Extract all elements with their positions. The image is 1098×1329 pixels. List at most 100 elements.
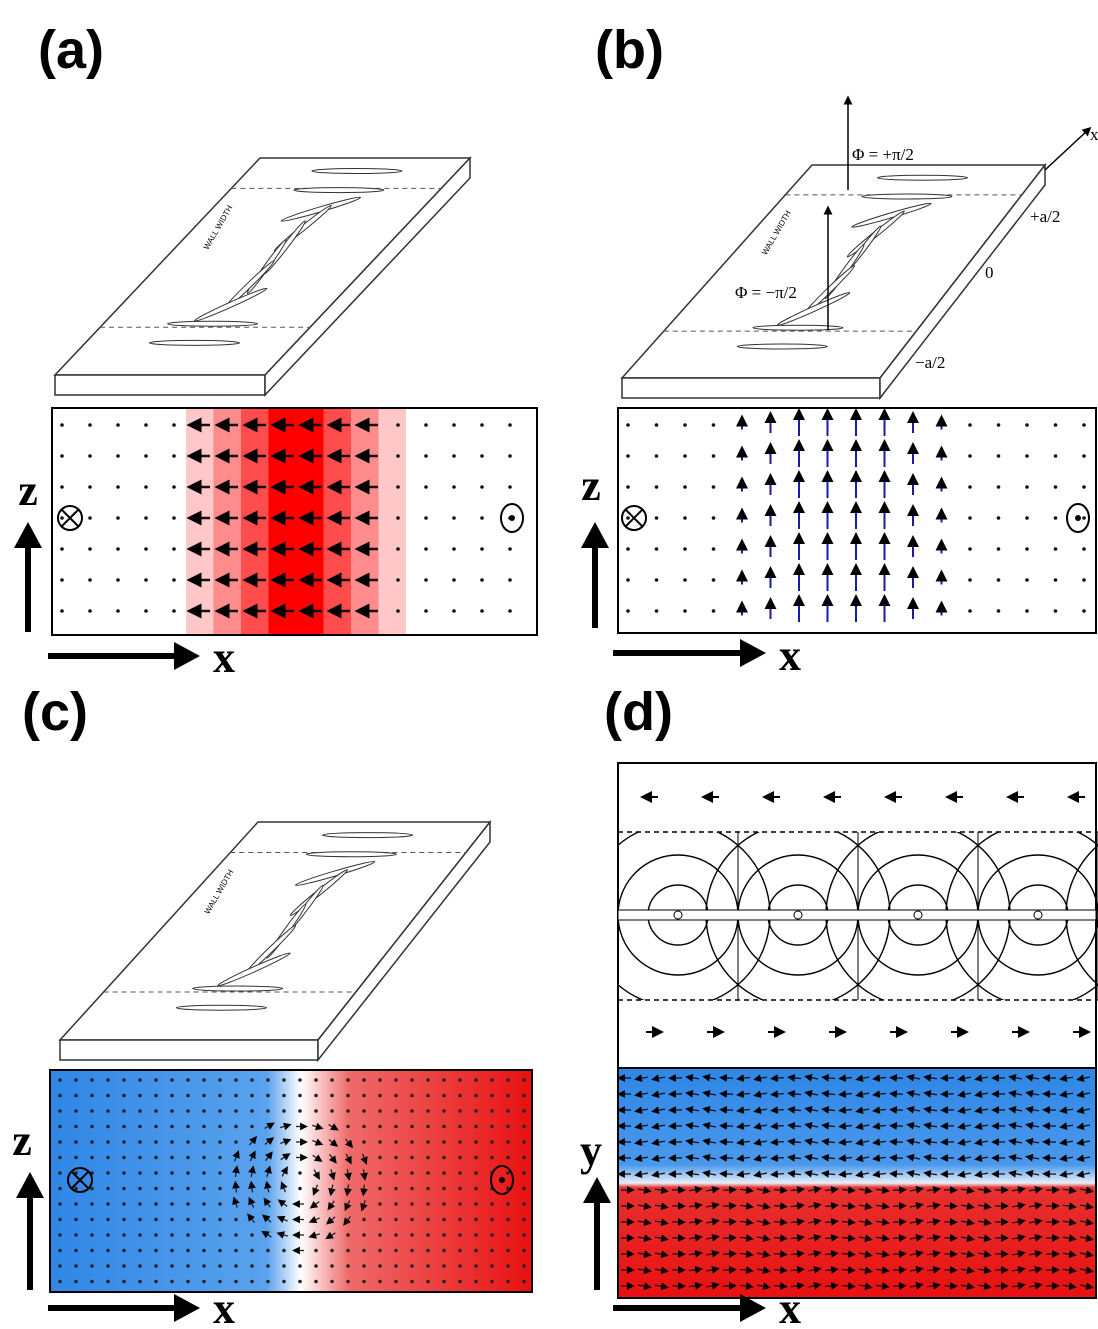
slab-front	[60, 1040, 318, 1060]
out-of-page	[674, 911, 682, 919]
spin-arrow	[842, 1206, 852, 1207]
panel-label: (c)	[22, 682, 88, 742]
spin-dot	[490, 1140, 494, 1144]
spin-arrow	[774, 1094, 784, 1095]
spin-dot	[186, 1187, 190, 1191]
spin-dot	[683, 578, 687, 582]
spin-dot	[88, 578, 92, 582]
spin-dot	[58, 1125, 62, 1129]
spin-dot	[346, 1094, 350, 1098]
spin-dot	[186, 1078, 190, 1082]
spin-dot	[74, 1233, 78, 1237]
spin-dot	[968, 609, 972, 613]
spin-dot	[106, 1187, 110, 1191]
spin-dot	[218, 1233, 222, 1237]
spin-dot	[522, 1109, 526, 1113]
spin-dot	[116, 578, 120, 582]
spin-dot	[266, 1094, 270, 1098]
spin-dot	[626, 516, 630, 520]
spin-arrow	[723, 1174, 733, 1175]
spin-dot	[346, 1249, 350, 1253]
spin-dot	[394, 1156, 398, 1160]
panel-label: (a)	[38, 20, 104, 80]
spin-dot	[90, 1140, 94, 1144]
spin-arrow	[893, 1142, 903, 1143]
spin-dot	[442, 1218, 446, 1222]
spin-arrow	[723, 1206, 733, 1207]
spin-dot	[458, 1140, 462, 1144]
spin-dot	[74, 1094, 78, 1098]
spin-dot	[506, 1109, 510, 1113]
spin-dot	[1054, 454, 1058, 458]
spin-arrow	[893, 1254, 903, 1255]
spin-dot	[1054, 609, 1058, 613]
spin-dot	[266, 1078, 270, 1082]
spin-arrow	[893, 1222, 903, 1223]
spin-dot	[346, 1109, 350, 1113]
spin-arrow	[774, 1126, 784, 1127]
axis-label: z	[581, 461, 601, 510]
spin-dot	[362, 1140, 366, 1144]
spin-dot	[490, 1264, 494, 1268]
spin-dot	[506, 1264, 510, 1268]
spin-dot	[116, 609, 120, 613]
spin-dot	[218, 1280, 222, 1284]
spin-dot	[506, 1233, 510, 1237]
spin-dot	[116, 423, 120, 427]
spin-dot	[522, 1249, 526, 1253]
spin-dot	[250, 1249, 254, 1253]
spin-dot	[116, 547, 120, 551]
spin-dot	[298, 1078, 302, 1082]
spin-dot	[60, 454, 64, 458]
out-of-page	[499, 1177, 505, 1183]
spin-dot	[442, 1233, 446, 1237]
spin-dot	[426, 1125, 430, 1129]
spin-dot	[508, 423, 512, 427]
spin-dot	[968, 454, 972, 458]
axis-label: x	[213, 633, 235, 682]
spin-dot	[90, 1233, 94, 1237]
spin-dot	[442, 1109, 446, 1113]
spin-dot	[1082, 578, 1086, 582]
out-of-page	[1075, 515, 1081, 521]
spin-dot	[683, 547, 687, 551]
spin-dot	[314, 1094, 318, 1098]
spin-dot	[106, 1264, 110, 1268]
spin-dot	[394, 1140, 398, 1144]
spin-dot	[346, 1125, 350, 1129]
spin-dot	[202, 1171, 206, 1175]
spin-arrow	[893, 1174, 903, 1175]
spin-dot	[58, 1140, 62, 1144]
panel-label: (d)	[604, 682, 673, 742]
spin-dot	[442, 1140, 446, 1144]
wall-center	[618, 910, 1096, 920]
spin-dot	[172, 578, 176, 582]
needle	[312, 169, 402, 174]
spin-dot	[362, 1125, 366, 1129]
spin-dot	[1025, 516, 1029, 520]
spin-dot	[122, 1171, 126, 1175]
spin-dot	[106, 1125, 110, 1129]
spin-dot	[378, 1187, 382, 1191]
needle	[737, 344, 827, 349]
spin-dot	[154, 1094, 158, 1098]
spin-dot	[106, 1249, 110, 1253]
spin-dot	[144, 485, 148, 489]
spin-dot	[74, 1109, 78, 1113]
spin-dot	[138, 1125, 142, 1129]
spin-dot	[378, 1202, 382, 1206]
spin-dot	[154, 1249, 158, 1253]
spin-dot	[410, 1156, 414, 1160]
wall-band	[186, 409, 214, 634]
spin-dot	[474, 1140, 478, 1144]
spin-dot	[452, 547, 456, 551]
spin-dot	[346, 1264, 350, 1268]
spin-dot	[410, 1218, 414, 1222]
wall-band	[379, 409, 407, 634]
spin-dot	[138, 1171, 142, 1175]
spin-dot	[234, 1249, 238, 1253]
spin-dot	[506, 1171, 510, 1175]
spin-dot	[426, 1094, 430, 1098]
spin-dot	[186, 1125, 190, 1129]
spin-dot	[106, 1171, 110, 1175]
